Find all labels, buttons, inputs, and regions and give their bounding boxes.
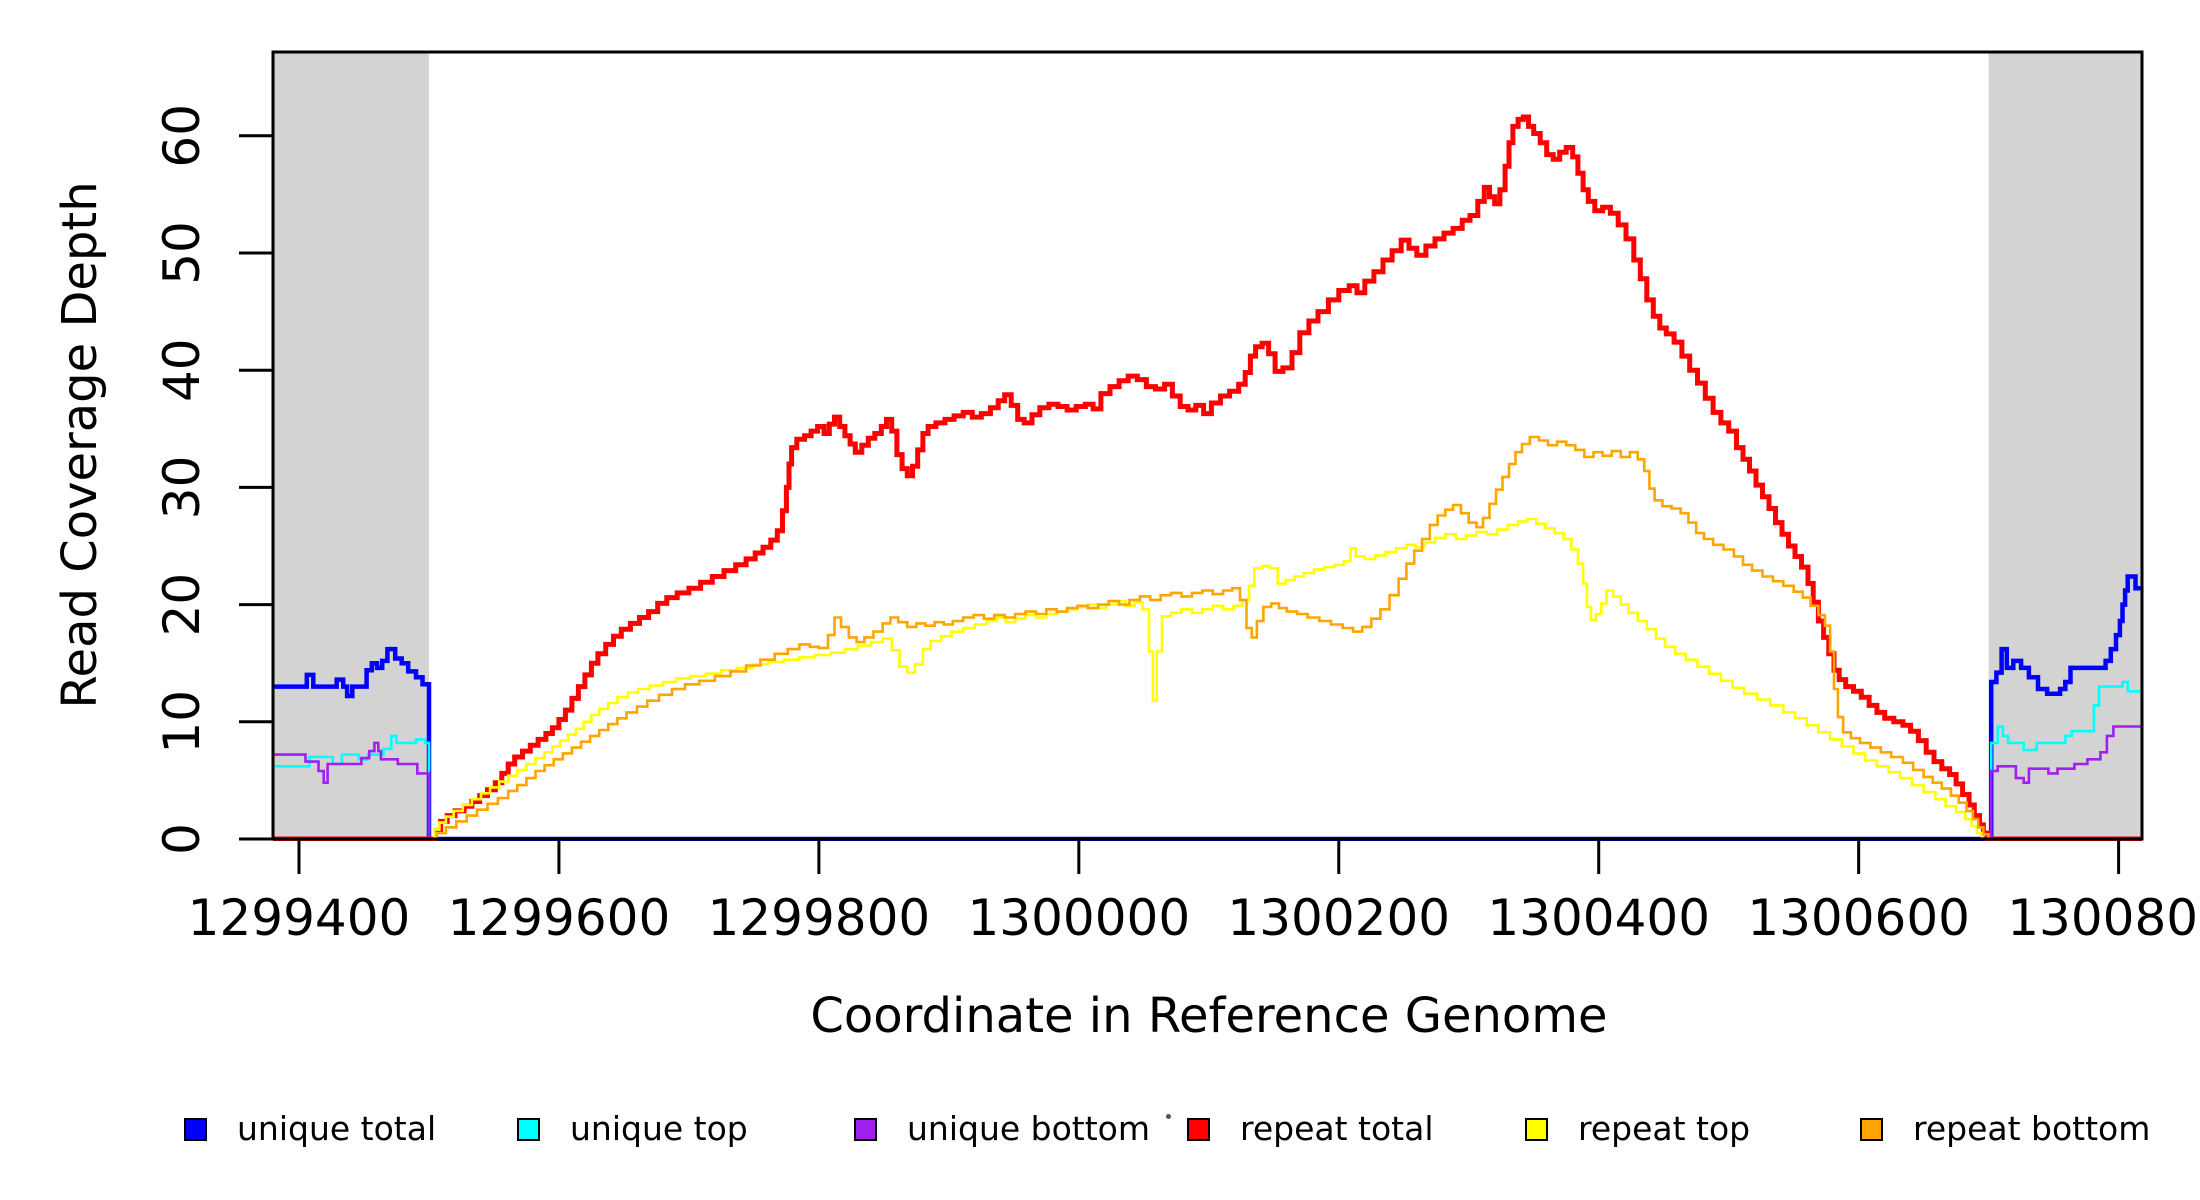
- x-tick-label: 1300000: [967, 889, 1190, 947]
- legend-item-repeat-bottom: repeat bottom: [1860, 1109, 2151, 1148]
- plot-box: [271, 50, 2144, 841]
- y-tick-label: 20: [153, 573, 211, 637]
- legend-swatch-unique-bottom-icon: [854, 1117, 877, 1141]
- series-unique-total-line: [273, 574, 2142, 841]
- y-axis-title: Read Coverage Depth: [52, 181, 108, 709]
- legend-label: repeat bottom: [1913, 1109, 2151, 1148]
- x-tick-label: 1299400: [188, 889, 411, 947]
- legend-swatch-unique-total-icon: [184, 1117, 207, 1141]
- legend-swatch-unique-top-icon: [517, 1117, 540, 1141]
- x-tick-label: 1299800: [708, 889, 931, 947]
- y-tick-label: 10: [153, 690, 211, 754]
- legend-label: unique total: [237, 1109, 437, 1148]
- legend-label: repeat top: [1578, 1109, 1751, 1148]
- legend-item-unique-total: unique total: [184, 1109, 437, 1148]
- shaded-flank-region: [273, 52, 429, 839]
- series-repeat-bottom-line: [273, 435, 2142, 841]
- series-repeat-top-line: [273, 517, 2142, 841]
- legend-swatch-repeat-bottom-icon: [1860, 1117, 1883, 1141]
- y-tick-label: 40: [153, 338, 211, 402]
- legend-label: unique bottom: [907, 1109, 1151, 1148]
- y-tick-label: 0: [153, 823, 211, 855]
- series-repeat-total-line: [273, 114, 2142, 841]
- shaded-flank-region: [1988, 52, 2142, 839]
- legend-swatch-repeat-total-icon: [1187, 1117, 1210, 1141]
- x-tick-label: 1300200: [1227, 889, 1450, 947]
- x-tick-label: 1300400: [1487, 889, 1710, 947]
- legend-item-unique-top: unique top: [517, 1109, 748, 1148]
- legend-item-unique-bottom: unique bottom: [854, 1109, 1151, 1148]
- legend-item-repeat-total: repeat total: [1187, 1109, 1434, 1148]
- y-tick-label: 30: [153, 456, 211, 520]
- legend-item-repeat-top: repeat top: [1525, 1109, 1751, 1148]
- legend-label: repeat total: [1240, 1109, 1434, 1148]
- legend-label: unique top: [570, 1109, 748, 1148]
- x-tick-label: 1299600: [448, 889, 671, 947]
- stray-mark: [1166, 1114, 1171, 1119]
- y-tick-label: 60: [153, 104, 211, 168]
- x-tick-label: 1300600: [1747, 889, 1970, 947]
- legend-swatch-repeat-top-icon: [1525, 1117, 1548, 1141]
- x-axis-title: Coordinate in Reference Genome: [810, 988, 1608, 1044]
- y-tick-label: 50: [153, 221, 211, 285]
